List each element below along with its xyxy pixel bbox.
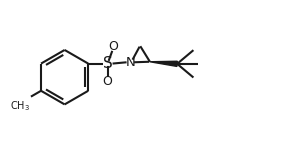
- Text: CH$_3$: CH$_3$: [10, 99, 30, 113]
- Text: N: N: [126, 56, 135, 69]
- Text: S: S: [103, 56, 113, 71]
- Text: O: O: [108, 40, 118, 53]
- Text: O: O: [103, 75, 113, 88]
- Polygon shape: [150, 61, 177, 66]
